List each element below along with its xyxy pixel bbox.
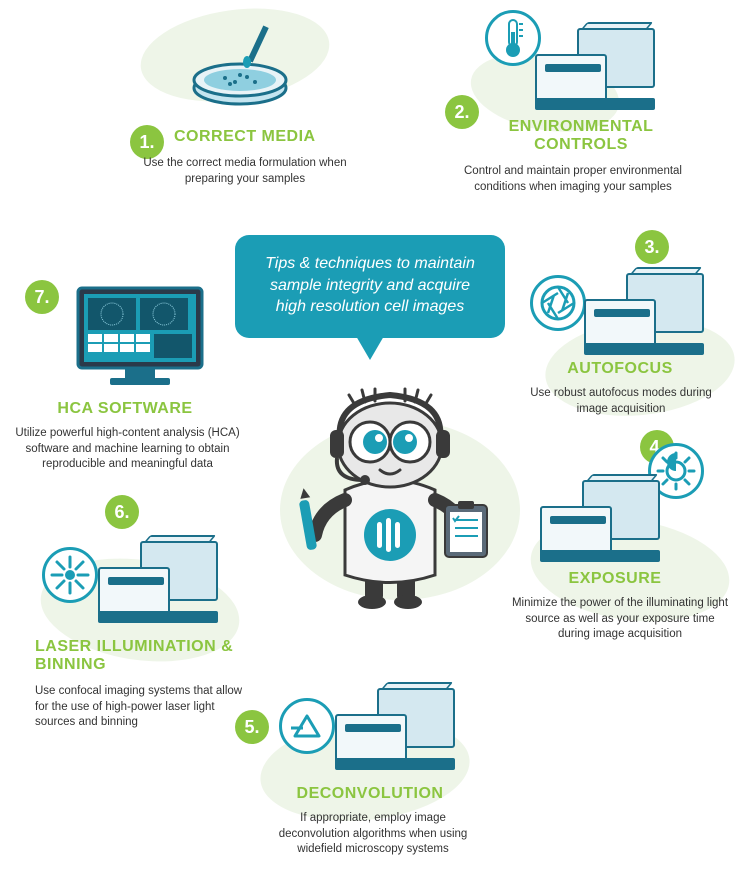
tip-number-badge: 7. (25, 280, 59, 314)
center-bubble-text: Tips & techniques to maintain sample int… (265, 255, 475, 315)
tip-number-badge: 6. (105, 495, 139, 529)
tip-desc: Utilize powerful high-content analysis (… (15, 426, 240, 473)
tip-desc: Use confocal imaging systems that allow … (35, 684, 250, 731)
tip-title: DECONVOLUTION (265, 785, 475, 803)
tip-title: HCA SOFTWARE (20, 400, 230, 418)
petri-dish-icon (185, 20, 305, 125)
tip-title: LASER ILLUMINATION & BINNING (35, 638, 245, 675)
tip-title: AUTOFOCUS (520, 360, 720, 378)
tip-number-badge: 1. (130, 125, 164, 159)
tip-title: CORRECT MEDIA (174, 128, 316, 146)
tip-desc: Control and maintain proper environmenta… (463, 164, 683, 195)
tip-desc: Minimize the power of the illuminating l… (510, 596, 730, 643)
tip-desc: Use the correct media formulation when p… (140, 156, 350, 187)
robot-mascot-icon (285, 370, 495, 610)
tip-desc: Use robust autofocus modes during image … (526, 386, 716, 417)
tip-number-badge: 3. (635, 230, 669, 264)
tip-title: EXPOSURE (510, 570, 720, 588)
center-speech-bubble: Tips & techniques to maintain sample int… (235, 235, 505, 338)
tip-desc: If appropriate, employ image deconvoluti… (273, 811, 473, 858)
tip-title: ENVIRONMENTAL CONTROLS (481, 118, 681, 155)
tip-number-badge: 2. (445, 95, 479, 129)
monitor-hca-icon (70, 282, 210, 397)
